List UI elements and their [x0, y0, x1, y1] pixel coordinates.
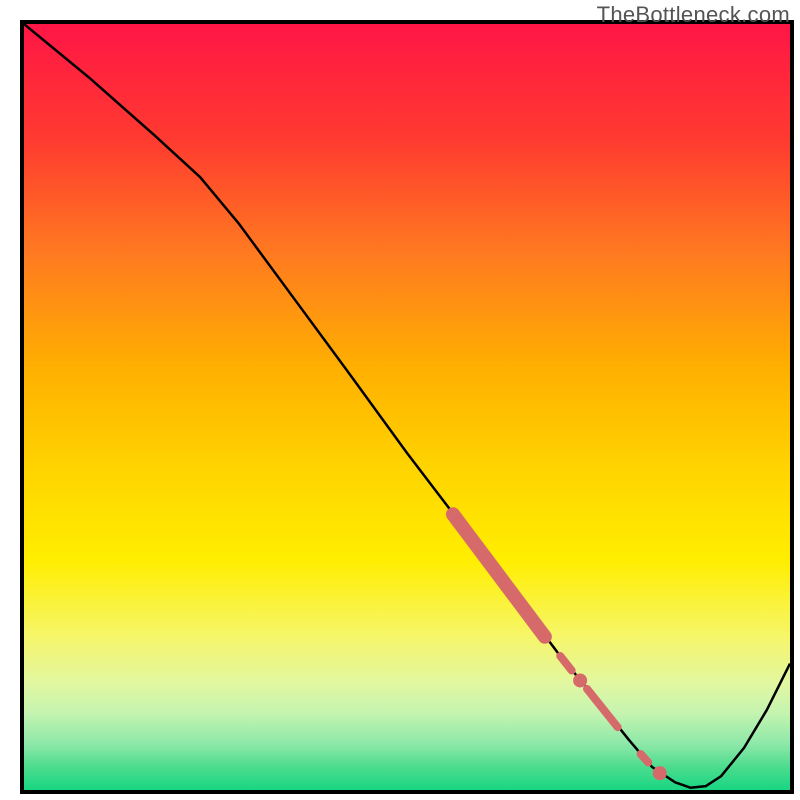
highlight-dot: [653, 766, 667, 780]
highlight-dash: [641, 754, 649, 762]
chart-canvas: [0, 0, 800, 800]
highlight-dot: [573, 673, 587, 687]
bottleneck-chart: TheBottleneck.com: [0, 0, 800, 800]
gradient-background: [24, 24, 790, 790]
